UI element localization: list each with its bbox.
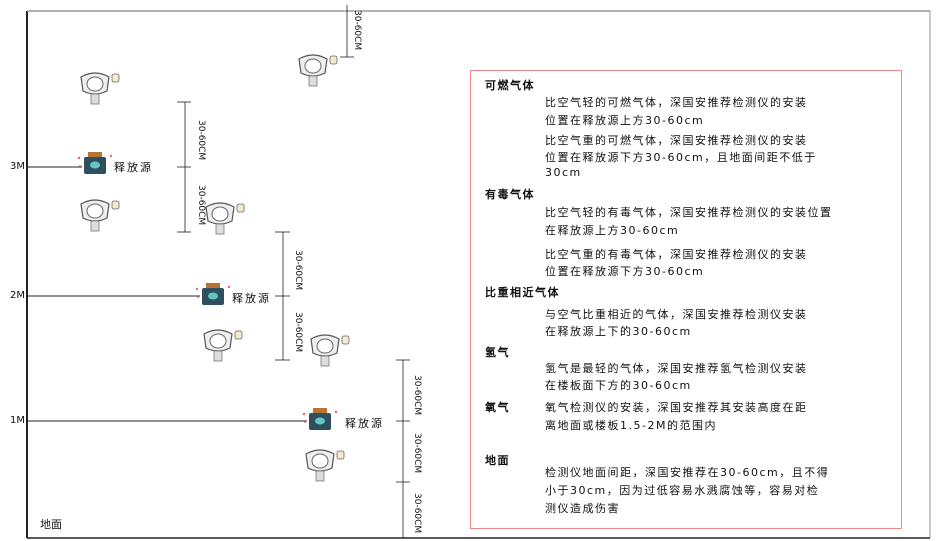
note-line: 比空气轻的有毒气体，深国安推荐检测仪的安装位置	[545, 206, 833, 219]
gas-detector-icon	[203, 329, 243, 362]
release-source-icon	[77, 152, 113, 174]
level-3m-label: 3M	[10, 161, 25, 172]
gas-detector-icon	[298, 54, 338, 87]
installation-notes-panel	[470, 70, 902, 529]
note-line: 比空气重的可燃气体，深国安推荐检测仪的安装	[545, 134, 808, 147]
note-line: 测仪造成伤害	[545, 502, 620, 515]
dimension-label: 30-60CM	[412, 433, 422, 474]
note-line: 氢气是最轻的气体，深国安推荐氢气检测仪安装	[545, 362, 808, 375]
note-line: 氧气检测仪的安装，深国安推荐其安装高度在距	[545, 401, 808, 414]
release-source-label: 释放源	[345, 417, 384, 430]
dimension-label: 30-60CM	[352, 10, 362, 51]
ground-label: 地面	[40, 518, 62, 531]
note-line: 检测仪地面间距，深国安推荐在30-60cm，且不得	[545, 466, 830, 479]
section-title-oxygen: 氧气	[485, 401, 510, 414]
note-line: 在释放源上下的30-60cm	[545, 325, 692, 338]
section-title-similar: 比重相近气体	[485, 286, 560, 299]
gas-detector-icon	[205, 202, 245, 235]
note-line: 30cm	[545, 166, 582, 179]
gas-detector-icon	[310, 334, 350, 367]
dimension-label: 30-60CM	[293, 312, 303, 353]
release-source-label: 释放源	[232, 292, 271, 305]
release-source-label: 释放源	[114, 161, 153, 174]
note-line: 位置在释放源上方30-60cm	[545, 114, 705, 127]
note-line: 比空气重的有毒气体，深国安推荐检测仪的安装	[545, 248, 808, 261]
note-line: 与空气比重相近的气体，深国安推荐检测仪安装	[545, 308, 808, 321]
section-title-hydrogen: 氢气	[485, 346, 510, 359]
gas-detector-icon	[80, 199, 120, 232]
dimension-label: 30-60CM	[412, 493, 422, 534]
note-line: 在楼板面下方的30-60cm	[545, 379, 692, 392]
section-title-toxic: 有毒气体	[485, 188, 535, 201]
gas-detector-icon	[80, 72, 120, 105]
dimension-label: 30-60CM	[293, 250, 303, 291]
note-line: 位置在释放源下方30-60cm，且地面间距不低于	[545, 151, 817, 164]
dimension-label: 30-60CM	[196, 185, 206, 226]
release-source-icon	[302, 408, 338, 430]
note-line: 离地面或楼板1.5-2M的范围内	[545, 419, 717, 432]
note-line: 位置在释放源下方30-60cm	[545, 265, 705, 278]
dimension-label: 30-60CM	[412, 375, 422, 416]
section-title-ground: 地面	[485, 454, 510, 467]
level-1m-label: 1M	[10, 415, 25, 426]
note-line: 小于30cm，因为过低容易水溅腐蚀等，容易对检	[545, 484, 820, 497]
release-source-icon	[195, 283, 231, 305]
note-line: 比空气轻的可燃气体，深国安推荐检测仪的安装	[545, 96, 808, 109]
note-line: 在释放源上方30-60cm	[545, 224, 680, 237]
section-title-combustible: 可燃气体	[485, 79, 535, 92]
gas-detector-icon	[305, 449, 345, 482]
level-2m-label: 2M	[10, 290, 25, 301]
dimension-label: 30-60CM	[196, 120, 206, 161]
